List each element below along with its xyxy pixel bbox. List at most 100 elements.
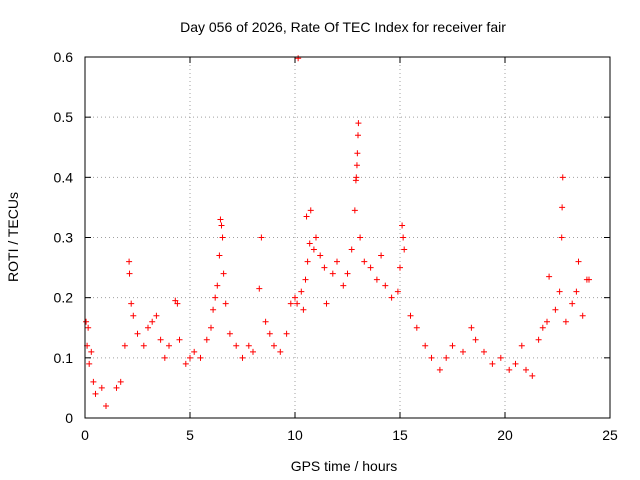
data-point xyxy=(481,348,487,355)
x-tick-labels: 0 5 10 15 20 25 xyxy=(81,427,618,443)
data-point xyxy=(449,342,456,349)
data-point xyxy=(354,150,361,157)
data-point xyxy=(166,342,172,349)
data-point xyxy=(573,288,580,295)
data-point xyxy=(361,258,368,265)
y-tick-labels: 0 0.1 0.2 0.3 0.4 0.5 0.6 xyxy=(54,49,74,426)
data-point xyxy=(529,372,536,379)
y-tick-label: 0 xyxy=(65,410,73,426)
data-point xyxy=(373,276,380,283)
data-point xyxy=(217,216,224,223)
data-point xyxy=(245,342,252,349)
data-point xyxy=(307,207,314,214)
data-point xyxy=(256,285,263,292)
y-tick-label: 0.5 xyxy=(54,109,74,125)
data-point xyxy=(562,318,569,325)
y-tick-label: 0.6 xyxy=(54,49,74,65)
data-point xyxy=(351,207,358,214)
data-point xyxy=(394,288,401,295)
data-point xyxy=(323,300,330,307)
data-point xyxy=(317,252,324,259)
data-point xyxy=(298,288,305,295)
x-tick-label: 5 xyxy=(186,427,194,443)
data-point xyxy=(353,174,360,181)
data-point xyxy=(85,324,92,331)
data-point xyxy=(303,213,310,220)
data-point xyxy=(182,360,189,367)
data-point xyxy=(302,276,309,283)
data-point xyxy=(523,366,529,373)
data-point xyxy=(90,378,97,385)
data-point xyxy=(559,204,566,211)
data-point xyxy=(556,288,563,295)
data-point xyxy=(436,366,443,373)
data-point xyxy=(161,354,168,361)
data-point xyxy=(287,300,294,307)
data-point xyxy=(422,342,429,349)
data-point xyxy=(88,348,95,355)
data-point xyxy=(128,300,135,307)
data-point xyxy=(172,297,179,304)
data-point xyxy=(174,300,181,307)
data-point xyxy=(497,354,504,361)
data-point xyxy=(329,270,336,277)
data-point xyxy=(121,342,128,349)
data-point xyxy=(294,300,301,307)
data-point xyxy=(546,273,553,280)
data-point xyxy=(399,222,406,229)
data-point xyxy=(313,234,319,241)
data-point xyxy=(506,366,513,373)
data-point xyxy=(344,270,351,277)
data-point xyxy=(239,354,246,361)
data-point xyxy=(130,312,137,319)
x-tick-label: 10 xyxy=(287,427,303,443)
data-point xyxy=(157,336,164,343)
x-tick-label: 15 xyxy=(392,427,408,443)
data-point xyxy=(348,246,355,253)
data-point xyxy=(353,162,360,169)
data-point xyxy=(266,330,273,337)
data-point xyxy=(113,384,120,391)
x-tick-label: 20 xyxy=(497,427,513,443)
data-point xyxy=(489,360,496,367)
data-point xyxy=(306,240,313,247)
data-point xyxy=(401,246,408,253)
data-point xyxy=(98,384,105,391)
data-point xyxy=(544,318,550,325)
data-point xyxy=(413,324,420,331)
data-point xyxy=(216,252,223,259)
data-point xyxy=(355,132,361,139)
data-point xyxy=(83,318,90,325)
data-point xyxy=(258,234,265,241)
data-point xyxy=(310,246,317,253)
data-point xyxy=(340,282,347,289)
data-point xyxy=(295,55,302,62)
data-point xyxy=(145,324,151,331)
data-point xyxy=(153,312,160,319)
data-point xyxy=(140,342,147,349)
data-point xyxy=(518,342,525,349)
data-point xyxy=(292,294,298,301)
data-point xyxy=(208,324,214,331)
x-axis-label: GPS time / hours xyxy=(291,458,398,474)
data-point xyxy=(355,120,362,127)
data-point xyxy=(176,336,183,343)
data-point xyxy=(210,306,217,313)
data-point xyxy=(400,234,407,241)
y-tick-label: 0.1 xyxy=(54,350,74,366)
data-point xyxy=(460,348,466,355)
data-point xyxy=(357,234,364,241)
data-point xyxy=(569,300,576,307)
data-point xyxy=(382,282,389,289)
x-tick-label: 0 xyxy=(81,427,89,443)
data-point xyxy=(586,276,592,283)
chart-title: Day 056 of 2026, Rate Of TEC Index for r… xyxy=(180,19,506,35)
data-point xyxy=(468,324,475,331)
data-point xyxy=(219,234,226,241)
data-point xyxy=(86,360,93,367)
y-tick-label: 0.3 xyxy=(54,230,74,246)
grid-lines xyxy=(85,57,610,418)
y-tick-label: 0.2 xyxy=(54,290,74,306)
data-point xyxy=(222,300,229,307)
